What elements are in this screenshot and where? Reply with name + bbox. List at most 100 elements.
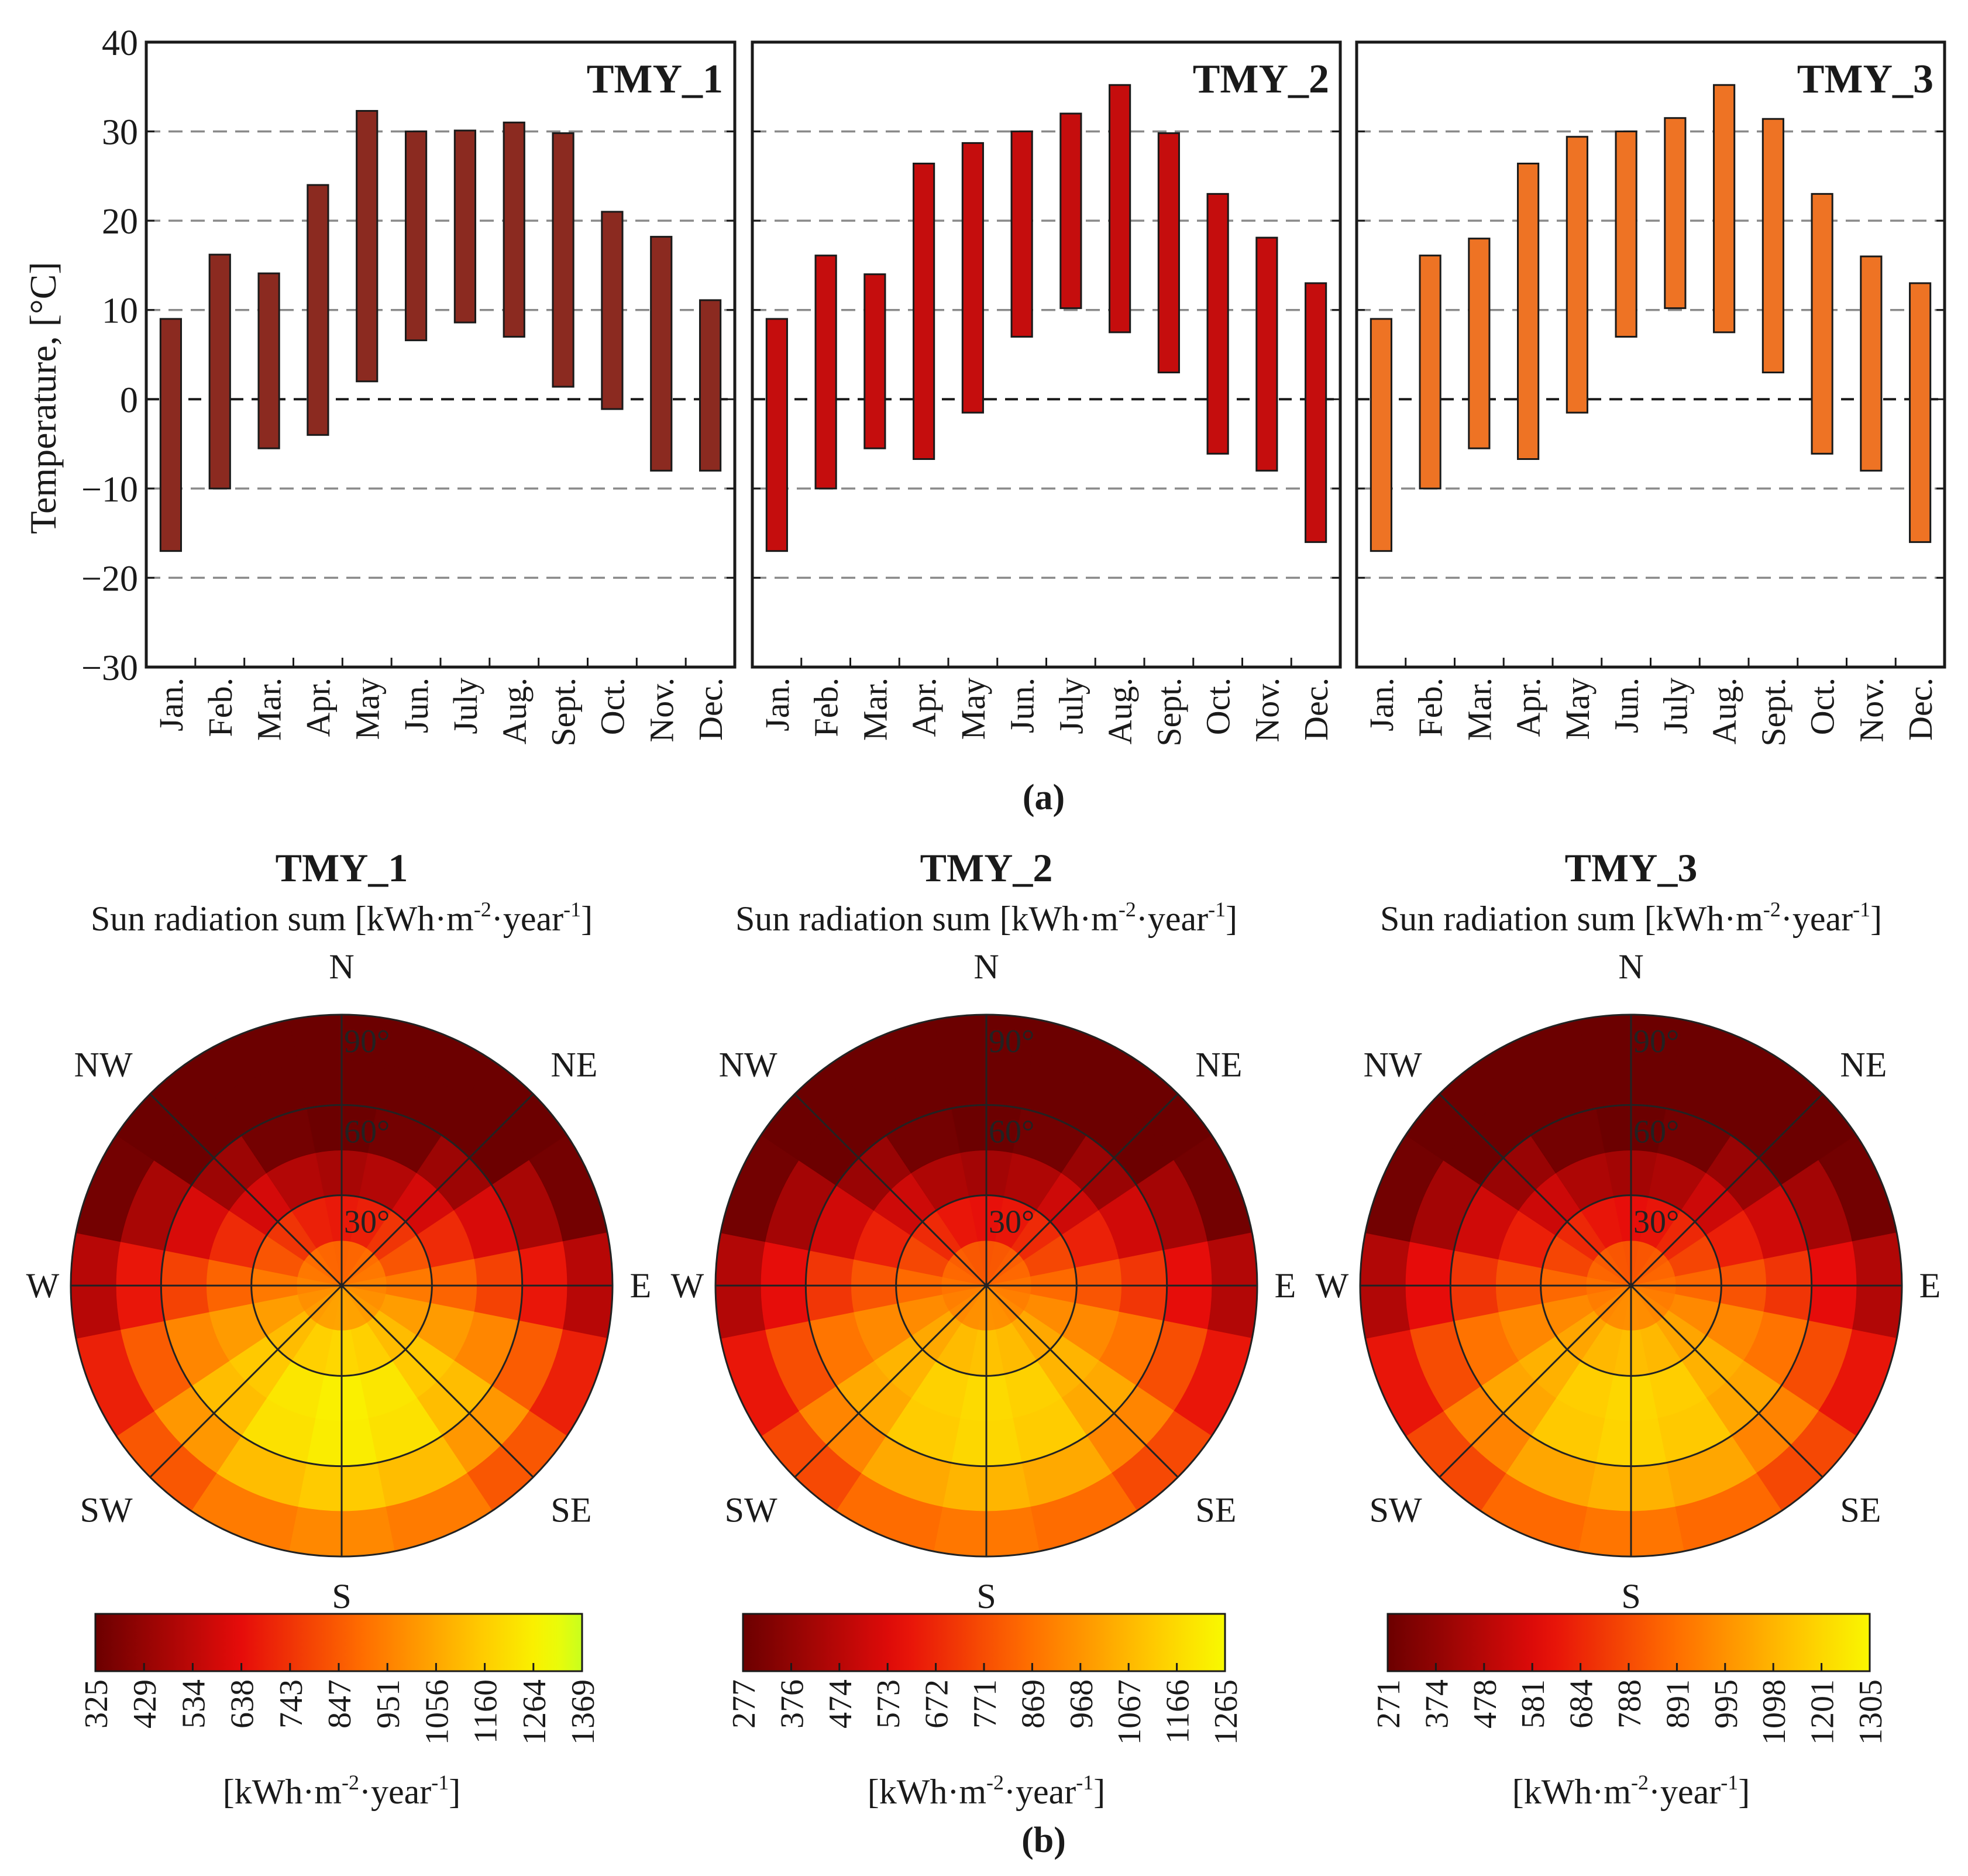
temperature-bar (814, 255, 837, 490)
colorbar (94, 1613, 583, 1672)
radiation-panels: TMY_1 Sun radiation sum [kWh·m-2·year-1]… (26, 846, 1941, 1745)
colorbar-tick-label: 376 (774, 1679, 810, 1729)
direction-label: SE (1840, 1490, 1881, 1529)
panel-label-b: (b) (1021, 1820, 1066, 1860)
temperature-bar (1860, 255, 1883, 472)
temperature-panel-tmy3: TMY_3 Jan. Feb. Mar. Apr. May Jun. July Aug. Sep… (1355, 40, 1946, 747)
direction-label: S (1621, 1577, 1640, 1616)
colorbar-tick-label: 429 (127, 1679, 163, 1729)
colorbar-tick-label: 1201 (1805, 1679, 1841, 1745)
x-tick-label: Mar. (856, 678, 894, 741)
temperature-bar (1615, 130, 1637, 338)
polar-title: TMY_2 (920, 846, 1053, 890)
x-tick-label: Feb. (807, 678, 845, 737)
panel-label-a: (a) (1023, 778, 1065, 817)
direction-label: NW (719, 1046, 777, 1084)
polar-title: TMY_1 (276, 846, 408, 890)
direction-label: S (976, 1577, 996, 1616)
colorbar-tick-label: 1067 (1112, 1679, 1148, 1745)
radiation-panel-tmy3: TMY_3 Sun radiation sum [kWh·m-2·year-1] (1380, 846, 1882, 938)
azimuth-spoke (1439, 1093, 1632, 1287)
x-tick-label: Feb. (1412, 678, 1450, 737)
colorbar-tick-label: 788 (1612, 1679, 1648, 1729)
x-tick-label: July (1656, 678, 1694, 734)
x-tick-label: Jan. (1363, 678, 1401, 731)
x-tick-label: Apr. (299, 678, 337, 737)
azimuth-spoke (1439, 1284, 1632, 1478)
colorbar-tick-label: 277 (726, 1679, 762, 1729)
colorbar-tick-label: 743 (273, 1679, 309, 1729)
temperature-bar (1370, 318, 1392, 552)
x-tick-label: Aug. (496, 678, 534, 744)
azimuth-spoke (1630, 1093, 1824, 1287)
colorbar-tick-label: 1056 (419, 1679, 455, 1745)
temperature-bar (208, 253, 231, 490)
temperature-bar (356, 109, 379, 383)
x-tick-label: July (1052, 678, 1090, 734)
temperature-panels: TMY_1 Jan. Feb. Mar. Apr. May Jun. July Aug. Sep… (22, 23, 1946, 747)
y-tick-label: 20 (102, 202, 138, 242)
temperature-bar (699, 299, 722, 472)
x-tick-label: Sept. (545, 678, 583, 747)
direction-label: S (332, 1577, 351, 1616)
temperature-bar (863, 273, 886, 449)
colorbar-tick-label: 1265 (1208, 1679, 1244, 1745)
temperature-bar (1419, 255, 1441, 490)
plot-frame (1355, 40, 1946, 669)
x-tick-label: Nov. (642, 678, 680, 743)
colorbar-tick-label: 478 (1467, 1679, 1503, 1729)
tilt-ring-label: 30° (344, 1204, 390, 1241)
x-tick-label: Aug. (1705, 678, 1743, 744)
temperature-bar (503, 121, 525, 338)
colorbar-tick-label: 534 (176, 1679, 212, 1729)
colorbar-unit-tmy1: [kWh·m-2·year-1] (223, 1771, 460, 1811)
x-tick-label: Oct. (593, 678, 631, 735)
temperature-bar (1761, 118, 1784, 374)
tilt-ring-label: 30° (1633, 1204, 1679, 1241)
direction-label: SW (725, 1490, 777, 1529)
temperature-bar (159, 318, 183, 552)
colorbar-tick-label: 1305 (1853, 1679, 1889, 1745)
x-tick-label: Nov. (1852, 678, 1890, 743)
azimuth-spoke (149, 1284, 343, 1478)
x-tick-label: July (446, 678, 484, 734)
direction-label: N (973, 947, 999, 986)
colorbar-tick-label: 968 (1064, 1679, 1100, 1729)
azimuth-spoke (985, 1284, 1179, 1478)
colorbar-tick-label: 271 (1371, 1679, 1407, 1729)
colorbar-tick-label: 672 (919, 1679, 955, 1729)
colorbar-tick-label: 684 (1564, 1679, 1600, 1729)
polar-title: TMY_3 (1565, 846, 1698, 890)
temperature-bar (1566, 136, 1588, 414)
panel-title: TMY_1 (587, 57, 723, 102)
x-tick-label: Nov. (1248, 678, 1286, 743)
y-tick-label: 30 (102, 113, 138, 153)
temperature-panel-tmy2: TMY_2 Jan. Feb. Mar. Apr. May Jun. July Aug. Sep… (751, 40, 1342, 747)
radiation-panel-tmy2: TMY_2 Sun radiation sum [kWh·m-2·year-1] (735, 846, 1237, 938)
colorbar (1386, 1613, 1871, 1672)
y-tick-label: −30 (81, 648, 138, 688)
direction-label: NW (1364, 1046, 1422, 1084)
colorbar-unit-tmy3: [kWh·m-2·year-1] (1512, 1771, 1750, 1811)
colorbar-tick-label: 573 (871, 1679, 907, 1729)
temperature-bar (601, 211, 624, 410)
temperature-bar (1811, 193, 1833, 455)
temperature-bar (404, 130, 428, 342)
temperature-bar (257, 272, 280, 449)
x-tick-label: Dec. (1297, 678, 1335, 741)
x-tick-label: May (954, 678, 992, 740)
colorbar-tick-label: 1160 (468, 1679, 504, 1744)
colorbar-tick-label: 1166 (1160, 1679, 1196, 1744)
temperature-bar (1109, 84, 1131, 334)
temperature-bar (1059, 112, 1082, 310)
direction-label: SE (1195, 1490, 1236, 1529)
azimuth-spoke (340, 1093, 534, 1287)
x-tick-label: Jun. (397, 678, 435, 733)
y-tick-label: 40 (102, 23, 138, 63)
y-tick-label: −10 (81, 470, 138, 510)
x-tick-label: May (348, 678, 386, 740)
x-tick-label: Oct. (1199, 678, 1237, 735)
y-tick-label: −20 (81, 559, 138, 599)
direction-label: W (1316, 1266, 1349, 1305)
x-tick-label: Dec. (691, 678, 730, 741)
